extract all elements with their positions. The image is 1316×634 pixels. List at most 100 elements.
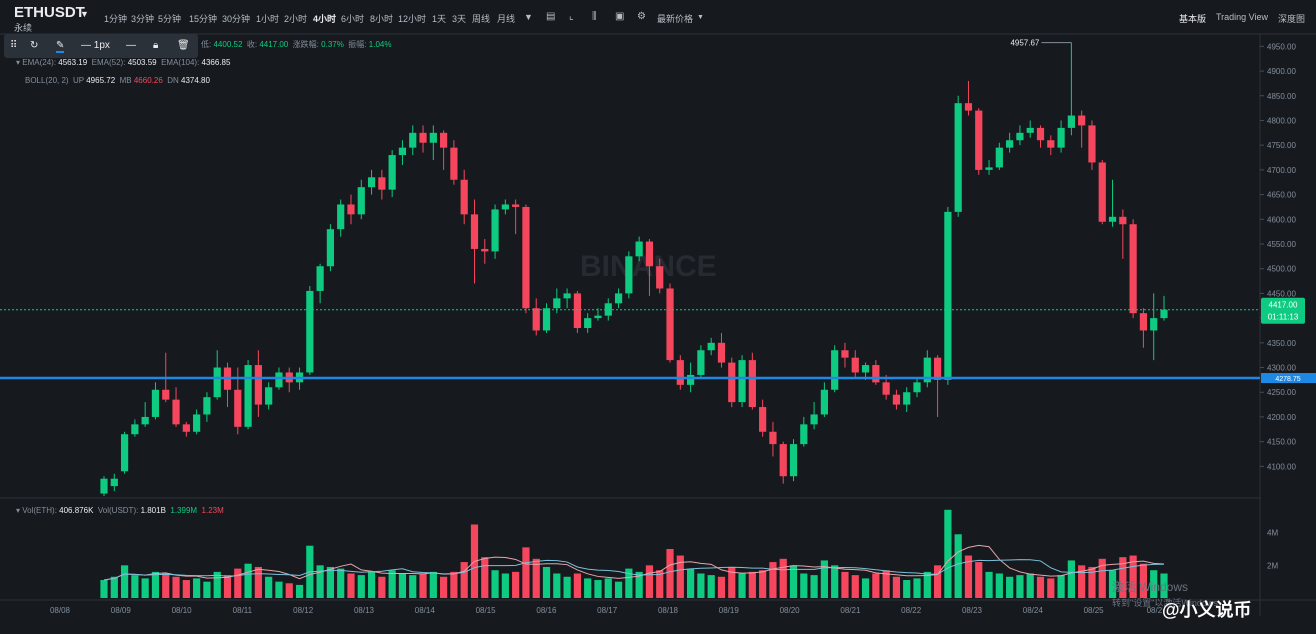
volume-bar <box>944 509 952 598</box>
candle-body <box>872 365 880 383</box>
y-tick-label: 4700.00 <box>1267 166 1296 175</box>
view-basic-button[interactable]: 基本版 <box>1179 14 1207 24</box>
volume-bar <box>1139 563 1148 598</box>
volume-bar <box>975 562 983 598</box>
candle-body <box>903 392 911 405</box>
drag-handle-icon[interactable]: ⠿ <box>10 40 18 51</box>
candle-body <box>676 360 684 385</box>
x-tick-label: 08/10 <box>172 606 193 615</box>
view-depth-button[interactable]: 深度图 <box>1278 14 1306 24</box>
candle-body <box>100 478 108 494</box>
interval-5[interactable]: 1小时 <box>256 14 280 24</box>
candle <box>553 288 561 314</box>
boll-dn-value: 4374.80 <box>181 76 210 85</box>
chart-settings-icon[interactable]: ▤ <box>546 11 556 22</box>
candle-body <box>995 147 1003 168</box>
trash-icon[interactable]: 🗑︎ <box>177 40 190 51</box>
candle <box>625 251 633 299</box>
price-type-chevron-icon[interactable]: ▼ <box>697 14 704 21</box>
volume-bar <box>707 575 715 598</box>
interval-9[interactable]: 8小时 <box>370 14 394 24</box>
volume-bar <box>285 583 293 598</box>
candle <box>244 360 252 430</box>
close-value: 4417.00 <box>259 40 289 49</box>
line-style-icon[interactable]: — <box>126 40 136 51</box>
interval-7[interactable]: 4小时 <box>313 14 337 24</box>
candle-body <box>1026 127 1034 133</box>
symbol-title[interactable]: ETHUSDT <box>14 4 85 21</box>
candle <box>810 402 818 430</box>
candle-body <box>182 424 190 432</box>
volume-bar <box>892 576 901 598</box>
interval-8[interactable]: 6小时 <box>341 14 365 24</box>
ema-legend: ▾ EMA(24): 4563.19 EMA(52): 4503.59 EMA(… <box>16 58 231 67</box>
candle-body <box>913 382 921 393</box>
volume-bar <box>882 570 890 598</box>
volume-bar <box>316 565 324 598</box>
candle-body <box>779 444 787 477</box>
volume-bar <box>295 584 304 598</box>
interval-6[interactable]: 2小时 <box>284 14 308 24</box>
candle-body <box>892 394 901 405</box>
x-tick-label: 08/2 <box>1147 606 1163 615</box>
pen-icon[interactable]: ✎ <box>56 40 65 53</box>
volume-bar <box>409 575 417 598</box>
gear-icon[interactable]: ⚙ <box>637 11 646 22</box>
candle-body <box>594 315 602 319</box>
y-tick-label: 4250.00 <box>1267 388 1296 397</box>
candle <box>975 108 983 175</box>
candle-body <box>820 389 828 415</box>
candle-body <box>1150 318 1158 331</box>
price-type-dropdown[interactable]: 最新价格 <box>657 14 694 24</box>
candle <box>440 130 448 170</box>
layout-icon[interactable]: ▣ <box>615 11 625 22</box>
sync-icon[interactable]: ↻ <box>30 40 39 51</box>
interval-1[interactable]: 3分钟 <box>131 14 155 24</box>
symbol-dropdown-icon[interactable]: ▼ <box>80 9 89 19</box>
x-tick-label: 08/20 <box>780 606 801 615</box>
vol-ma5-value: 1.399M <box>170 506 198 515</box>
view-tradingview-button[interactable]: Trading View <box>1216 12 1269 22</box>
y-tick-label: 4600.00 <box>1267 215 1296 224</box>
candle-body <box>985 167 993 170</box>
candle-style-icon[interactable]: ⫼ <box>592 11 597 22</box>
volume-bar <box>367 571 376 598</box>
candle-body <box>193 414 201 432</box>
interval-2[interactable]: 5分钟 <box>158 14 182 24</box>
y-tick-label: 4650.00 <box>1267 191 1296 200</box>
candle <box>100 476 108 496</box>
candle-body <box>542 308 551 331</box>
interval-0[interactable]: 1分钟 <box>104 14 128 24</box>
change-value: 0.37% <box>321 40 344 49</box>
candle-body <box>810 414 818 425</box>
candle <box>584 313 592 333</box>
candle-body <box>800 424 808 445</box>
candle <box>1098 160 1106 225</box>
y-tick-label: 4950.00 <box>1267 42 1296 51</box>
low-value: 4400.52 <box>213 40 243 49</box>
interval-4[interactable]: 30分钟 <box>222 14 251 24</box>
candle <box>1047 135 1055 156</box>
volume-bar <box>481 557 489 598</box>
interval-3[interactable]: 15分钟 <box>189 14 218 24</box>
interval-13[interactable]: 周线 <box>472 14 491 24</box>
volume-legend: ▾ Vol(ETH): 406.876K Vol(USDT): 1.801B 1… <box>16 506 224 515</box>
candle <box>1016 125 1024 146</box>
more-intervals-icon[interactable]: ▼ <box>524 12 533 22</box>
candle <box>923 350 931 388</box>
indicators-icon[interactable]: ⌞ <box>569 11 574 22</box>
lock-icon[interactable]: 🔒︎ <box>153 40 159 51</box>
interval-11[interactable]: 1天 <box>432 14 447 24</box>
candle-body <box>933 357 942 380</box>
candle <box>1036 125 1045 148</box>
interval-10[interactable]: 12小时 <box>398 14 427 24</box>
interval-12[interactable]: 3天 <box>452 14 467 24</box>
volume-bar <box>604 578 612 598</box>
x-tick-label: 08/18 <box>658 606 679 615</box>
candle-body <box>419 132 427 143</box>
volume-bar <box>1057 575 1065 598</box>
x-tick-label: 08/19 <box>719 606 740 615</box>
line-width-selector[interactable]: — 1px <box>81 40 110 51</box>
interval-14[interactable]: 月线 <box>497 14 516 24</box>
